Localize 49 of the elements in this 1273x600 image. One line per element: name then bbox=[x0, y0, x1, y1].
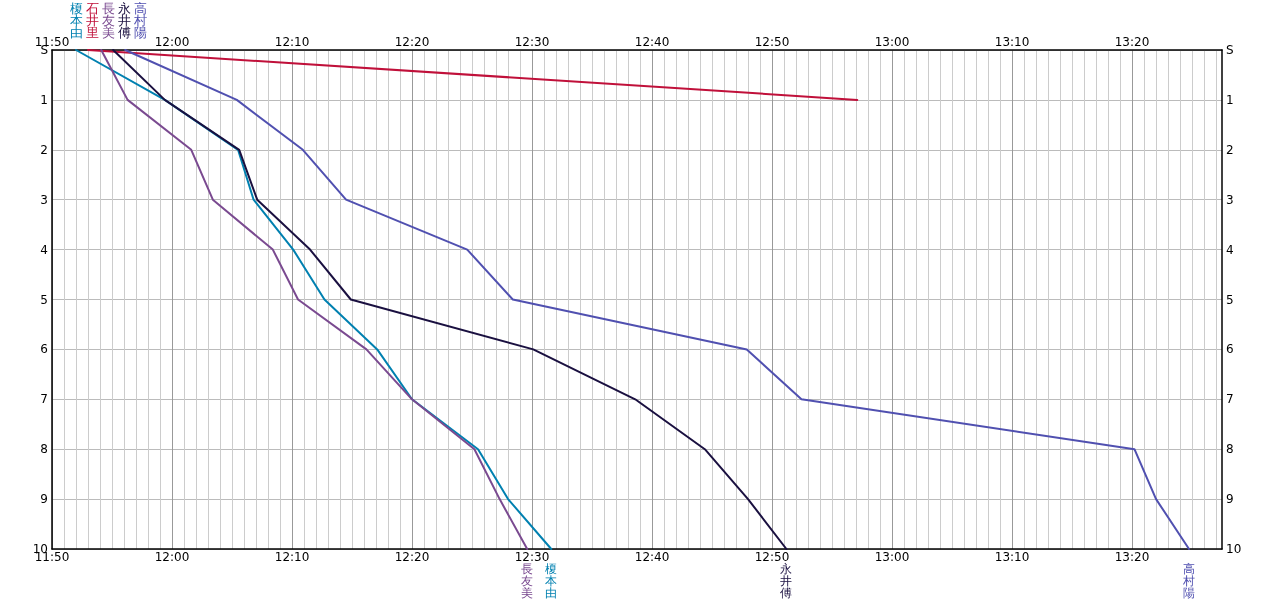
y2-tick-label: S bbox=[1226, 43, 1234, 57]
series-label: 永井傅 bbox=[118, 1, 131, 40]
y2-tick-label: 7 bbox=[1226, 392, 1234, 407]
x2-tick-label: 13:10 bbox=[994, 35, 1030, 49]
x-tick-label: 12:20 bbox=[394, 550, 430, 564]
text: 榎本由 bbox=[545, 562, 558, 600]
y2-tick-label: 9 bbox=[1226, 492, 1234, 507]
line-series bbox=[124, 49, 1191, 550]
x2-tick-label: 12:40 bbox=[634, 35, 670, 49]
y2-tick-label: 1 bbox=[1226, 92, 1234, 107]
x-tick-label: 12:10 bbox=[274, 550, 310, 564]
y-tick-label: 6 bbox=[40, 342, 48, 357]
y2-tick-label: 3 bbox=[1226, 192, 1234, 207]
text: 高村陽 bbox=[1183, 562, 1196, 600]
y-tick-label: 4 bbox=[40, 242, 48, 257]
line-series bbox=[112, 49, 788, 550]
y-tick-label: 8 bbox=[40, 442, 48, 457]
series-label: 榎本由 bbox=[70, 1, 83, 40]
x2-tick-label: 13:20 bbox=[1114, 35, 1150, 49]
y2-tick-label: 4 bbox=[1226, 242, 1234, 257]
text: 永井傅 bbox=[780, 562, 793, 600]
y-tick-label: 7 bbox=[40, 392, 48, 407]
x2-tick-label: 12:10 bbox=[274, 35, 310, 49]
x-tick-label: 13:20 bbox=[1114, 550, 1150, 564]
x-tick-label: 12:00 bbox=[154, 550, 190, 564]
y-tick-label: 9 bbox=[40, 492, 48, 507]
x-tick-label: 13:00 bbox=[874, 550, 910, 564]
y2-tick-label: 2 bbox=[1226, 142, 1234, 157]
series-label: 長友美 bbox=[102, 1, 115, 40]
series-label: 高村陽 bbox=[133, 1, 147, 40]
y2-tick-label: 10 bbox=[1226, 542, 1242, 556]
y2-tick-label: 8 bbox=[1226, 442, 1234, 457]
x2-tick-label: 13:00 bbox=[874, 35, 910, 49]
x2-tick-label: 12:30 bbox=[514, 35, 550, 49]
x-tick-label: 12:30 bbox=[514, 550, 550, 564]
x2-tick-label: 12:20 bbox=[394, 35, 430, 49]
x-tick-label: 13:10 bbox=[994, 550, 1030, 564]
x-tick-label: 12:50 bbox=[754, 550, 790, 564]
series-label: 石井里 bbox=[86, 1, 99, 40]
x2-tick-label: 12:00 bbox=[154, 35, 190, 49]
y2-tick-label: 5 bbox=[1226, 292, 1234, 307]
y-tick-label: 1 bbox=[40, 92, 48, 107]
x-tick-label: 12:40 bbox=[634, 550, 670, 564]
x2-tick-label: 12:50 bbox=[754, 35, 790, 49]
y2-tick-label: 6 bbox=[1226, 342, 1234, 357]
y-tick-label: 5 bbox=[40, 292, 48, 307]
y-tick-label: 2 bbox=[40, 142, 48, 157]
y-tick-label: 3 bbox=[40, 192, 48, 207]
text: 長友美 bbox=[521, 562, 534, 600]
